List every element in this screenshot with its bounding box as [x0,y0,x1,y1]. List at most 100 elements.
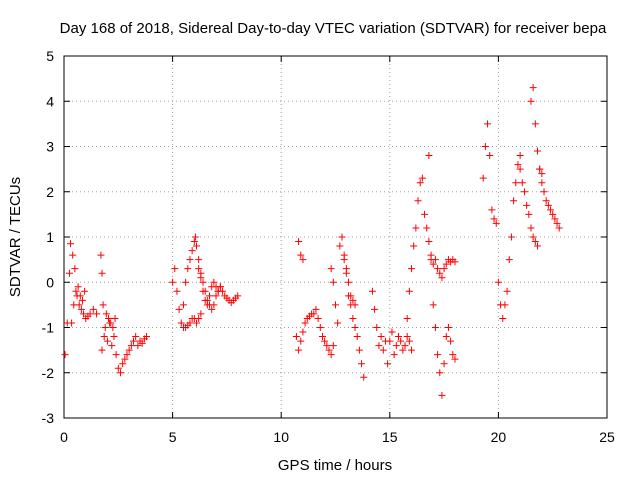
data-point [100,333,108,341]
data-point [553,219,561,227]
data-point [69,251,77,259]
data-point [336,242,344,250]
data-point [121,355,129,363]
data-point [321,337,329,345]
data-point [175,305,183,313]
data-point [197,310,205,318]
data-point [342,265,350,273]
data-point [377,333,385,341]
data-point [199,287,207,295]
data-point [295,346,303,354]
data-point [390,351,398,359]
series-arc-15 [479,120,524,322]
series-arc-8 [292,305,337,359]
data-point [89,305,97,313]
y-tick-label: 5 [46,48,54,64]
data-point [488,206,496,214]
data-point [442,333,450,341]
data-point [192,319,200,327]
y-tick-label: 3 [46,139,54,155]
data-point [86,310,94,318]
data-point [182,278,190,286]
data-point [451,258,459,266]
data-point [130,337,138,345]
x-tick-label: 5 [169,429,177,445]
data-point [423,224,431,232]
data-point [138,339,146,347]
data-point [169,278,177,286]
data-point [171,265,179,273]
data-point [76,292,84,300]
x-tick-label: 10 [273,429,289,445]
data-point [68,319,76,327]
data-point [527,224,535,232]
data-point [102,310,110,318]
data-point [394,333,402,341]
data-point [512,179,520,187]
series-arc-5 [169,265,205,331]
data-point [397,337,405,345]
data-point [516,152,524,160]
data-point [299,256,307,264]
y-tick-label: 4 [46,93,54,109]
data-point [429,301,437,309]
data-point [127,342,135,350]
data-point [410,242,418,250]
data-point [527,97,535,105]
data-point [542,197,550,205]
data-point [67,240,75,248]
data-point [507,233,515,241]
data-point [401,342,409,350]
data-point [388,328,396,336]
data-point [323,342,331,350]
series-arc-3 [97,251,151,377]
data-point [186,319,194,327]
y-tick-label: 2 [46,184,54,200]
data-point [501,301,509,309]
data-point [438,274,446,282]
data-point [297,337,305,345]
data-point [440,265,448,273]
data-point [77,305,85,313]
data-point [195,314,203,322]
data-point [408,265,416,273]
data-point [70,301,78,309]
data-point [177,319,185,327]
data-point [549,210,557,218]
series-arc-12 [368,287,416,368]
data-point [325,346,333,354]
data-point [427,256,435,264]
data-point [212,292,220,300]
data-point [514,161,522,169]
data-point [61,351,69,359]
data-point [208,305,216,313]
data-point [481,143,489,150]
data-point [101,324,109,331]
data-point [99,301,107,309]
data-point [347,292,355,300]
data-point [105,314,113,322]
data-point [531,120,539,128]
data-point [329,342,337,350]
y-tick-label: 0 [46,274,54,290]
data-point [112,351,120,359]
series-arc-11 [340,251,359,309]
data-point [301,319,309,327]
data-point [533,242,541,250]
data-point [547,206,555,214]
data-point [503,287,511,295]
data-point [78,296,86,304]
data-point [332,301,339,309]
data-point [555,224,563,232]
data-point [123,351,131,359]
x-tick-label: 25 [599,429,615,445]
data-point [438,391,446,399]
data-point [418,174,426,182]
data-point [490,215,498,223]
data-point [536,165,544,173]
data-point [518,179,526,187]
data-point [505,256,513,264]
data-point [449,351,457,359]
data-point [486,152,494,160]
